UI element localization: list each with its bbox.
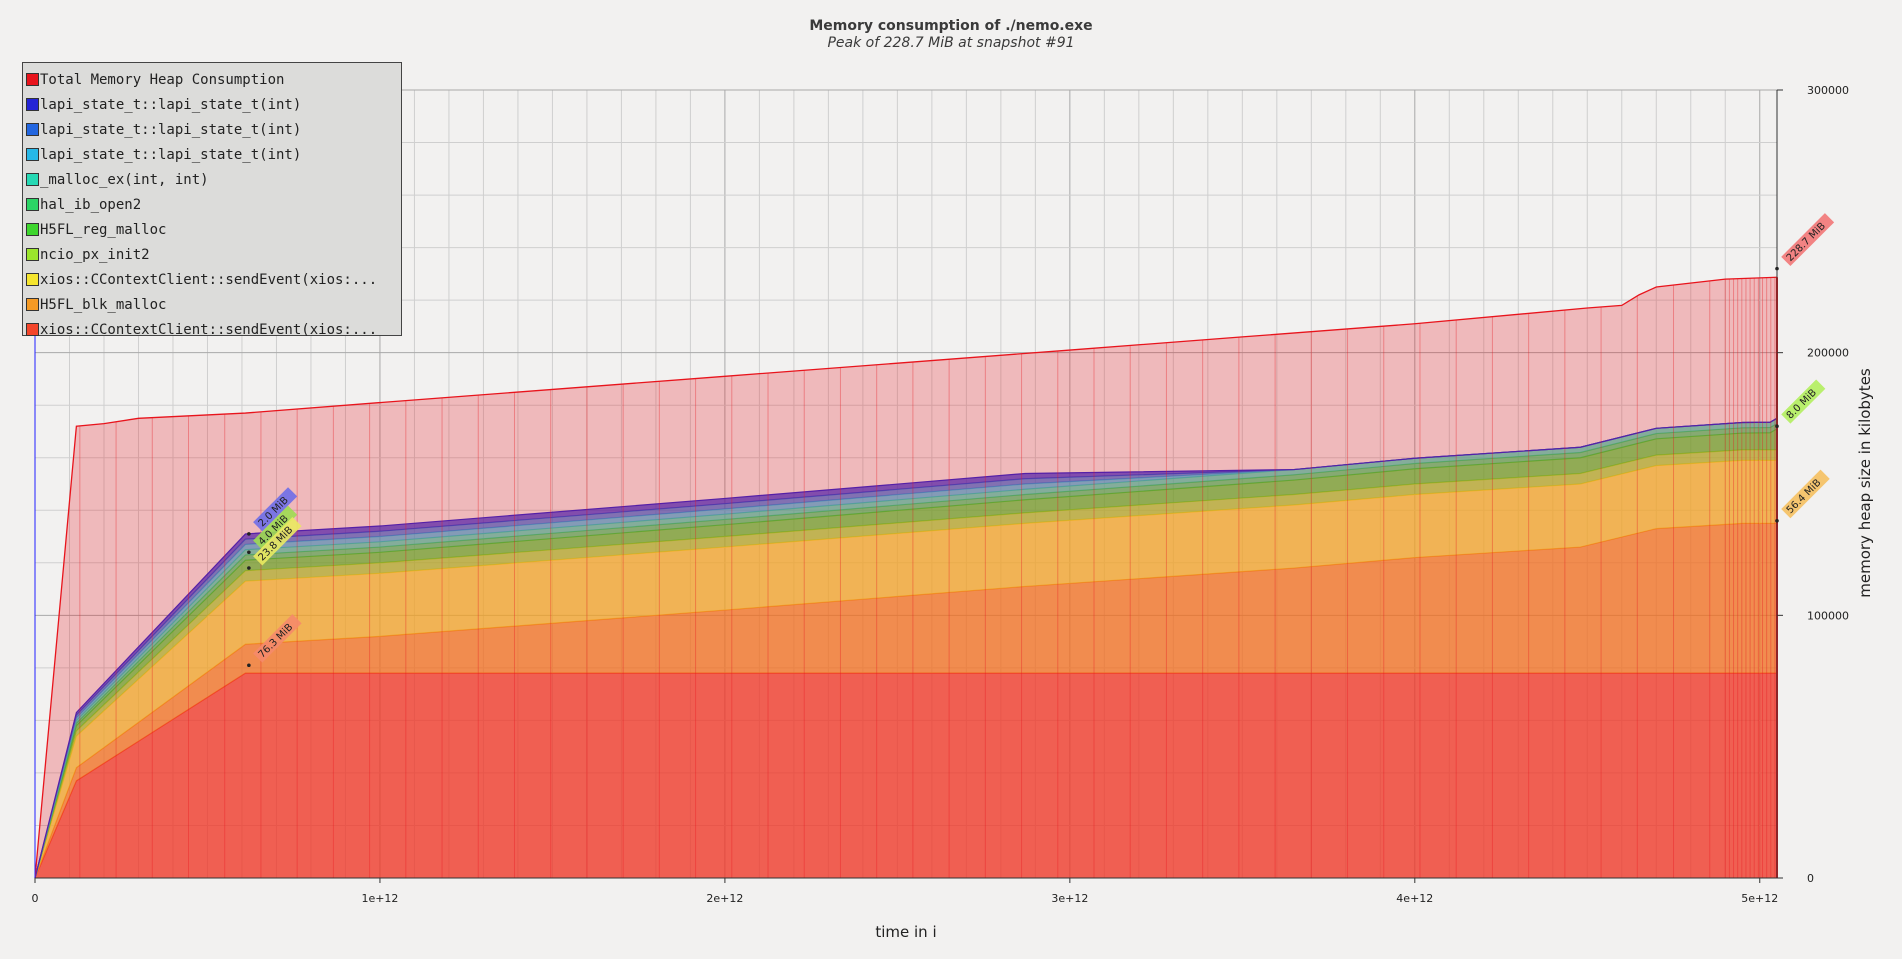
legend-label: xios::CContextClient::sendEvent(xios:... [40, 271, 378, 288]
annotation-dot [247, 663, 251, 668]
legend-swatch [26, 123, 39, 136]
legend-swatch [26, 223, 39, 236]
chart-title: Memory consumption of ./nemo.exe [809, 18, 1093, 34]
legend-swatch [26, 248, 39, 261]
legend-item: lapi_state_t::lapi_state_t(int) [26, 142, 401, 167]
series-area-5 [35, 428, 1777, 878]
series-line-10 [34, 417, 1778, 879]
legend-item: hal_ib_open2 [26, 192, 401, 217]
legend-label: lapi_state_t::lapi_state_t(int) [40, 121, 302, 138]
annotation-dot [247, 550, 251, 555]
annotation-dot [1775, 266, 1779, 271]
annotation-text: 8.0 MiB [1785, 387, 1819, 421]
annotation-label: 228.7 MiB [1781, 213, 1835, 267]
legend-swatch [26, 298, 39, 311]
legend-swatch [26, 73, 39, 86]
x-tick-label: 1e+12 [361, 892, 398, 905]
legend-item: xios::CContextClient::sendEvent(xios:... [26, 317, 401, 342]
annotation-dot [1775, 424, 1779, 429]
chart-subtitle: Peak of 228.7 MiB at snapshot #91 [827, 35, 1075, 51]
total-series [34, 276, 1778, 879]
annotation-text: 56.4 MiB [1785, 477, 1824, 516]
annotation-bg [1781, 213, 1835, 267]
legend: Total Memory Heap Consumption lapi_state_… [22, 62, 402, 338]
annotation-bg [1781, 379, 1826, 424]
x-tick-label: 3e+12 [1051, 892, 1088, 905]
legend-label: H5FL_blk_malloc [40, 296, 167, 313]
legend-item: lapi_state_t::lapi_state_t(int) [26, 92, 401, 117]
total-area [35, 277, 1777, 878]
legend-label: ncio_px_init2 [40, 246, 150, 263]
stacked-areas [34, 417, 1778, 879]
x-tick-label: 2e+12 [706, 892, 743, 905]
y-tick-label: 100000 [1807, 609, 1849, 622]
legend-item: Total Memory Heap Consumption [26, 67, 401, 92]
y-tick-label: 200000 [1807, 347, 1849, 360]
legend-swatch [26, 98, 39, 111]
annotation-bg [253, 516, 302, 566]
x-tick-label: 0 [32, 892, 39, 905]
x-axis-label: time in i [875, 923, 937, 941]
legend-label: H5FL_reg_malloc [40, 221, 167, 238]
legend-swatch [26, 323, 39, 336]
annotation-bg [253, 614, 302, 663]
x-tick-label: 5e+12 [1741, 892, 1778, 905]
annotation-bg [253, 487, 298, 532]
legend-label: _malloc_ex(int, int) [40, 171, 209, 188]
legend-item: H5FL_reg_malloc [26, 217, 401, 242]
x-tick-label: 4e+12 [1396, 892, 1433, 905]
legend-swatch [26, 148, 39, 161]
legend-item: xios::CContextClient::sendEvent(xios:... [26, 267, 401, 292]
series-area-4 [35, 449, 1777, 878]
legend-swatch [26, 198, 39, 211]
legend-swatch [26, 173, 39, 186]
total-line [34, 276, 1778, 879]
series-area-8 [35, 418, 1777, 878]
y-tick-label: 0 [1807, 872, 1814, 885]
legend-label: Total Memory Heap Consumption [40, 71, 285, 88]
legend-swatch [26, 273, 39, 286]
y-axis-label: memory heap size in kilobytes [1856, 368, 1874, 598]
annotation-bg [1781, 469, 1830, 519]
series-area-2 [35, 523, 1777, 878]
annotation-label: 8.0 MiB [1781, 379, 1826, 424]
axes: 0 1e+12 2e+12 3e+12 4e+12 5e+12 0 100000 200000 3… [32, 84, 1850, 905]
legend-label: hal_ib_open2 [40, 196, 142, 213]
annotation-dot [247, 566, 251, 570]
legend-item: _malloc_ex(int, int) [26, 167, 401, 192]
annotation-dot [1775, 518, 1779, 523]
annotation-bg [253, 505, 298, 550]
y-tick-label: 300000 [1807, 84, 1849, 97]
series-area-1 [35, 673, 1777, 878]
legend-label: xios::CContextClient::sendEvent(xios:... [40, 321, 378, 338]
legend-label: lapi_state_t::lapi_state_t(int) [40, 96, 302, 113]
annotation-label: 56.4 MiB [1781, 469, 1830, 519]
legend-item: ncio_px_init2 [26, 242, 401, 267]
annotation-text: 228.7 MiB [1785, 221, 1828, 264]
series-area-3 [35, 460, 1777, 878]
legend-item: lapi_state_t::lapi_state_t(int) [26, 117, 401, 142]
legend-label: lapi_state_t::lapi_state_t(int) [40, 146, 302, 163]
annotation-dot [247, 532, 251, 536]
legend-item: H5FL_blk_malloc [26, 292, 401, 317]
